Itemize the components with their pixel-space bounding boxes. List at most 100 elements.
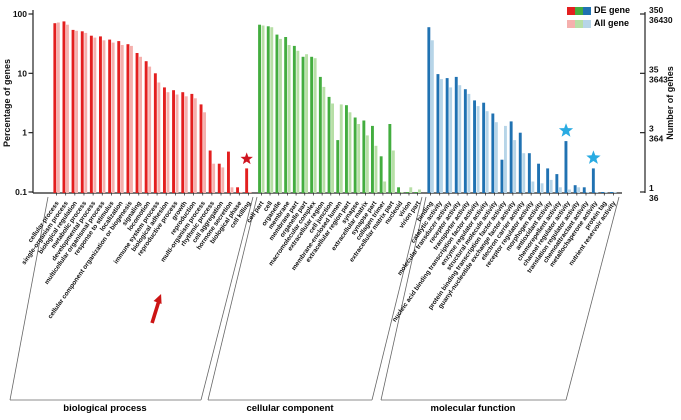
bar-de bbox=[199, 104, 203, 193]
y-tick-label: 100 bbox=[13, 9, 27, 19]
star-marker bbox=[240, 152, 253, 165]
y2-tick-label-de: 35 bbox=[649, 64, 659, 74]
legend-swatch-de-blue bbox=[583, 6, 591, 15]
bar-de bbox=[227, 151, 230, 193]
y2-tick-label-all: 364 bbox=[649, 134, 663, 144]
bar-de bbox=[163, 87, 166, 193]
bar-all bbox=[348, 112, 352, 193]
bar-all bbox=[221, 167, 225, 193]
bar-de bbox=[153, 73, 157, 193]
bar-all bbox=[175, 94, 179, 193]
bar-de bbox=[258, 24, 261, 194]
bar-de bbox=[582, 187, 586, 193]
bar-de bbox=[62, 21, 66, 194]
bar-all bbox=[476, 106, 480, 193]
bar-de bbox=[99, 36, 102, 194]
bar-de bbox=[310, 56, 314, 193]
bar-de bbox=[564, 141, 568, 193]
bar-all bbox=[540, 183, 544, 193]
bar-all bbox=[365, 135, 369, 193]
bar-all bbox=[613, 192, 617, 193]
bar-all bbox=[203, 112, 206, 193]
bar-all bbox=[130, 45, 133, 194]
legend-swatch-de-green bbox=[575, 6, 583, 15]
star-marker bbox=[586, 150, 601, 164]
bar-all bbox=[270, 27, 274, 194]
section-label-cellular-component: cellular component bbox=[246, 403, 334, 414]
y2-tick-label-de: 1 bbox=[649, 183, 654, 193]
bar-de bbox=[345, 105, 348, 193]
bar-de bbox=[555, 174, 559, 193]
bar-all bbox=[449, 87, 453, 193]
bar-all bbox=[513, 140, 517, 193]
legend: DE gene All gene bbox=[567, 5, 630, 31]
bar-de bbox=[482, 102, 486, 193]
star-marker bbox=[558, 123, 574, 137]
bar-all bbox=[383, 181, 387, 193]
bar-de bbox=[135, 53, 139, 193]
bar-all bbox=[418, 189, 421, 193]
bar-all bbox=[184, 96, 188, 193]
y2-tick-label-de: 3 bbox=[649, 124, 654, 134]
legend-swatch-all-blue bbox=[583, 19, 591, 28]
bar-all bbox=[248, 192, 252, 193]
legend-label-de: DE gene bbox=[594, 5, 631, 15]
axis-line bbox=[207, 196, 258, 401]
bar-de bbox=[80, 31, 84, 193]
bar-de bbox=[275, 34, 279, 193]
bar-all bbox=[120, 45, 124, 193]
bar-de bbox=[71, 29, 75, 194]
bar-all bbox=[549, 179, 553, 193]
bar-all bbox=[296, 50, 300, 193]
bar-de bbox=[144, 61, 148, 194]
bar-all bbox=[139, 56, 142, 193]
y2-axis-title: Number of genes bbox=[665, 66, 675, 140]
axis-line bbox=[565, 196, 620, 401]
bar-de bbox=[388, 124, 392, 193]
bar-de bbox=[362, 120, 366, 193]
bar-all bbox=[531, 181, 535, 193]
bar-de bbox=[53, 23, 57, 194]
bar-all bbox=[430, 40, 434, 193]
bar-all bbox=[212, 163, 216, 193]
highlight-arrow bbox=[150, 294, 162, 324]
axis-line bbox=[371, 196, 423, 401]
bar-de bbox=[379, 156, 383, 193]
bar-de bbox=[126, 44, 130, 194]
bar-de bbox=[397, 187, 400, 193]
bar-all bbox=[485, 111, 489, 193]
legend-row-de: DE gene bbox=[567, 5, 630, 16]
bar-de bbox=[266, 26, 270, 193]
bar-de bbox=[518, 132, 522, 193]
bar-de bbox=[301, 56, 305, 193]
bar-all bbox=[102, 40, 106, 193]
bar-de bbox=[473, 100, 476, 193]
legend-label-all: All gene bbox=[594, 18, 630, 28]
bar-all bbox=[305, 54, 308, 194]
bar-all bbox=[577, 187, 581, 193]
bar-de bbox=[318, 76, 322, 193]
bar-all bbox=[313, 58, 317, 194]
axis-line bbox=[200, 196, 254, 401]
bar-de bbox=[454, 76, 458, 193]
bar-all bbox=[193, 98, 197, 193]
bar-all bbox=[331, 103, 334, 193]
y-axis-title: Percentage of genes bbox=[2, 59, 12, 147]
bar-de bbox=[537, 163, 540, 193]
bar-de bbox=[236, 187, 239, 193]
bar-de bbox=[181, 92, 185, 193]
y2-tick-label-all: 36430 bbox=[649, 15, 673, 25]
bar-all bbox=[568, 189, 571, 193]
bar-de bbox=[445, 78, 449, 193]
bar-all bbox=[261, 25, 265, 193]
bar-de bbox=[427, 27, 431, 194]
bar-de bbox=[509, 121, 513, 193]
bar-de bbox=[190, 93, 194, 193]
bar-de bbox=[500, 159, 504, 193]
bar-all bbox=[374, 145, 378, 193]
bar-de bbox=[117, 41, 121, 193]
bar-de bbox=[245, 168, 249, 193]
bar-all bbox=[56, 22, 60, 193]
bar-de bbox=[327, 96, 331, 193]
